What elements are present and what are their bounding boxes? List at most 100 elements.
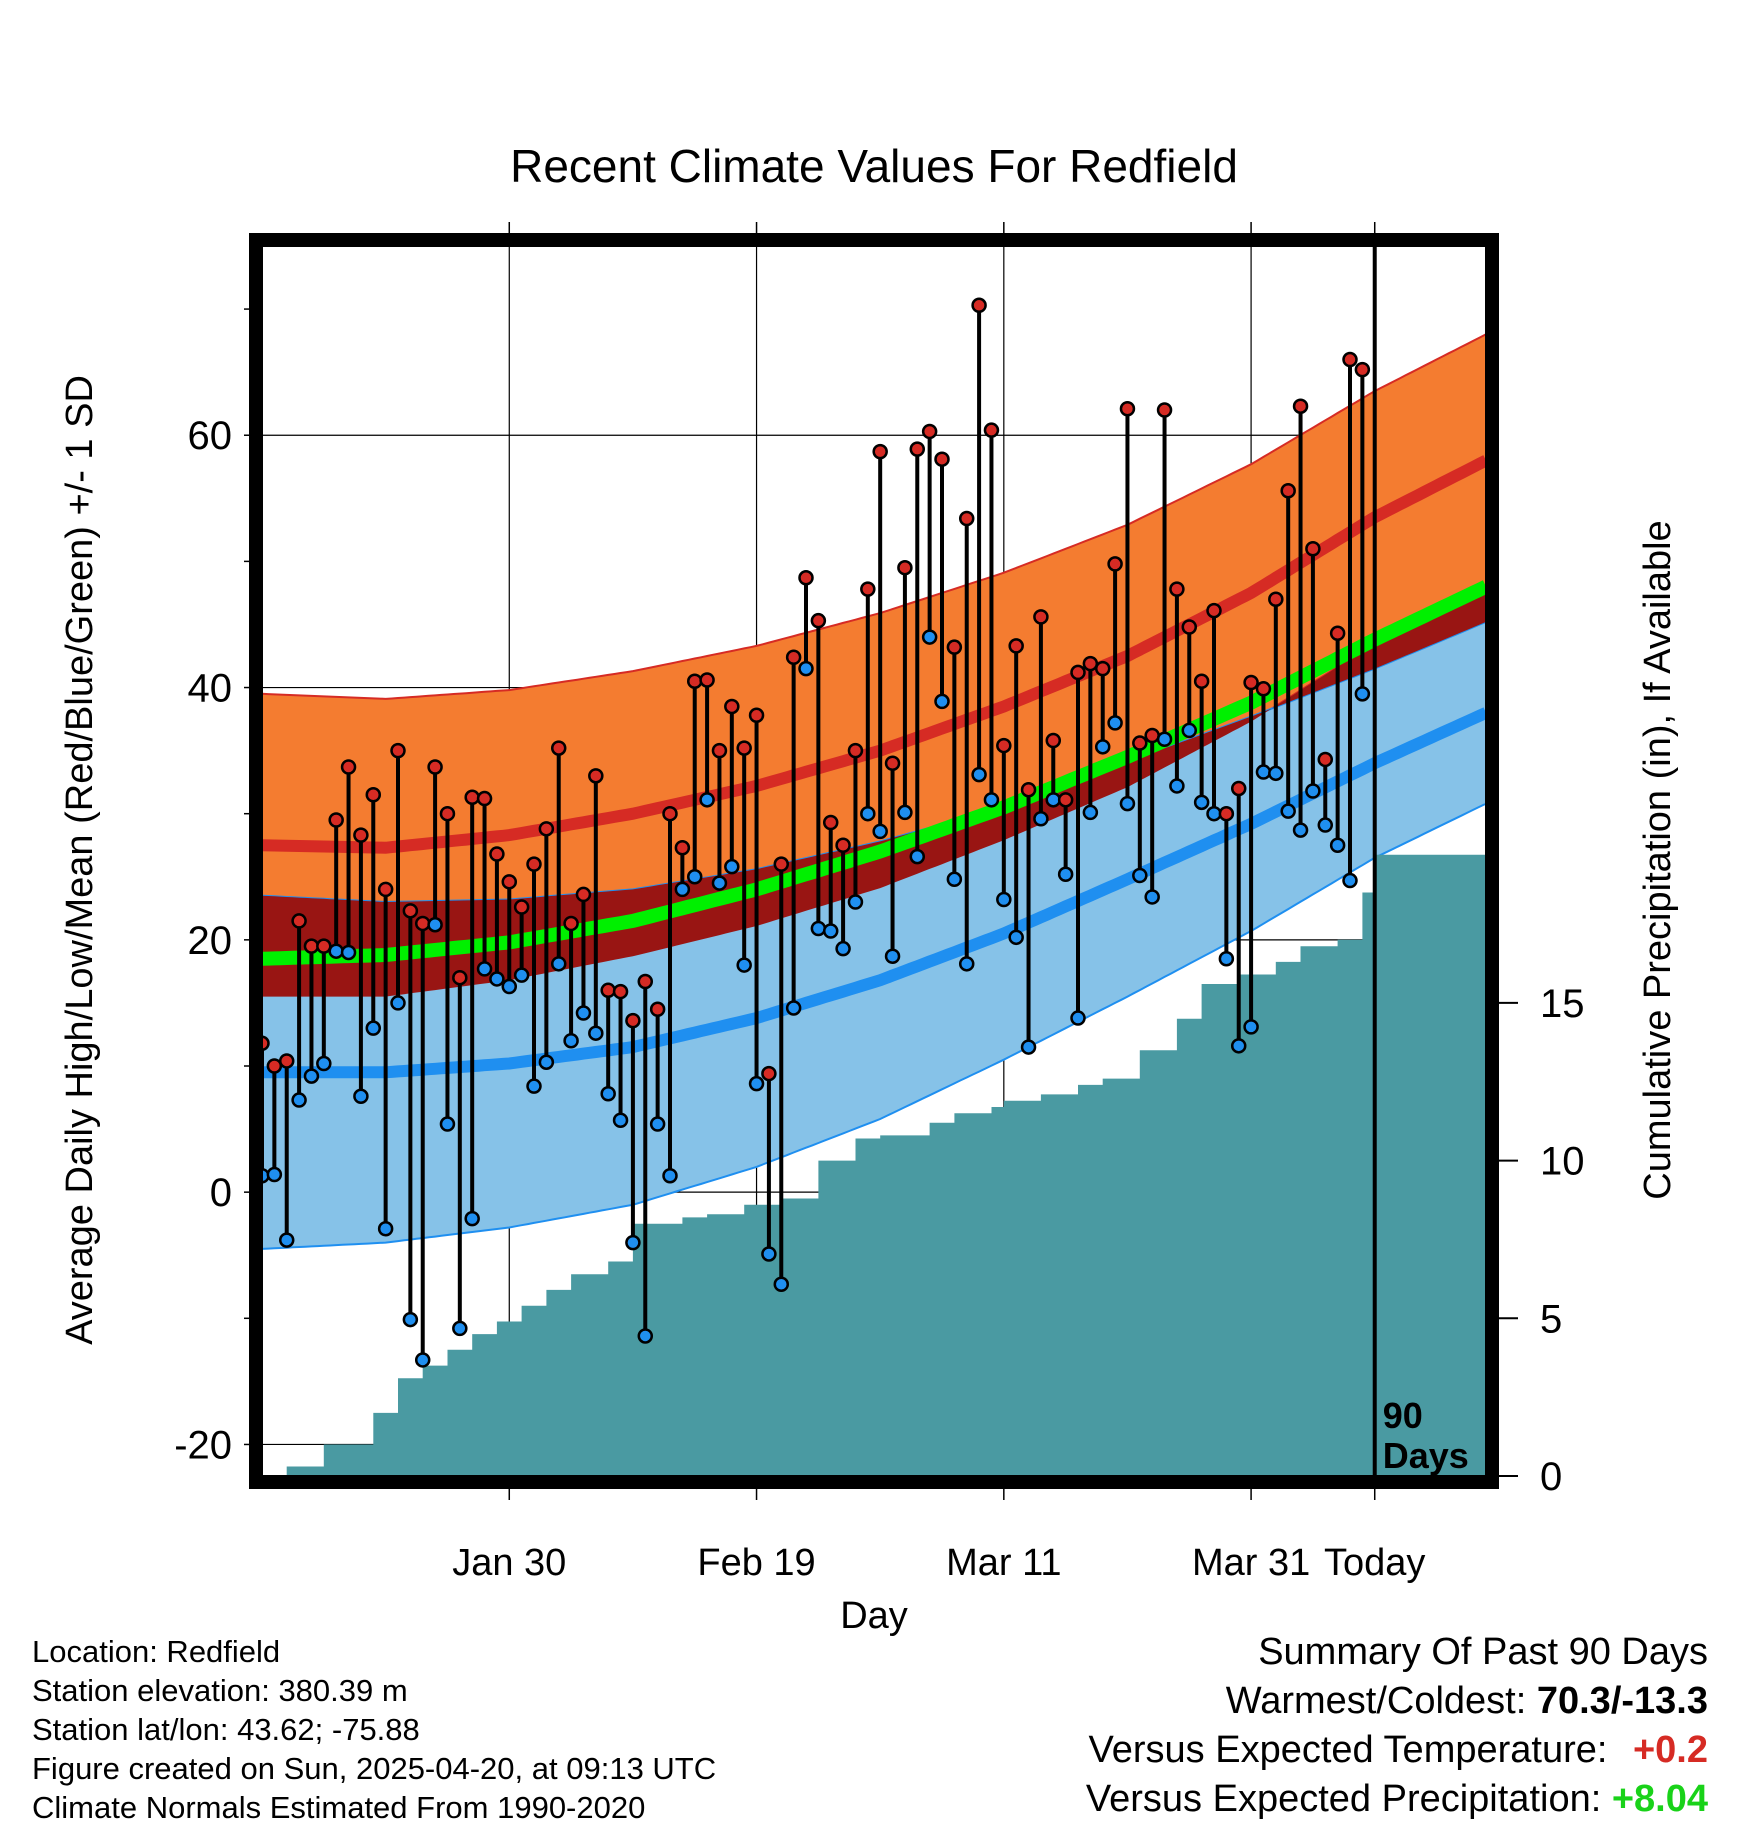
daily-high-point (835, 837, 851, 853)
daily-high-point (724, 698, 740, 715)
daily-high-point (761, 1065, 777, 1082)
daily-low-point (810, 920, 827, 937)
daily-low-point (513, 967, 530, 983)
temp-label: Versus Expected Temperature: (1088, 1729, 1608, 1771)
daily-high-point (402, 903, 419, 919)
y-axis-label: Average Daily High/Low/Mean (Red/Blue/Gr… (59, 375, 101, 1345)
daily-low-point (847, 894, 864, 910)
daily-low-point (897, 804, 913, 821)
daily-low-point (785, 1000, 802, 1016)
daily-low-point (1243, 1019, 1259, 1035)
daily-low-point (291, 1092, 307, 1108)
daily-low-point (860, 805, 876, 822)
daily-high-point (575, 886, 592, 903)
daily-high-point (538, 821, 555, 837)
daily-high-point (600, 982, 616, 999)
daily-high-point (489, 846, 505, 862)
daily-high-point (1181, 619, 1198, 635)
daily-high-point (1156, 402, 1173, 418)
daily-low-point (550, 956, 567, 972)
daily-high-point (526, 856, 542, 872)
daily-low-point (996, 891, 1012, 908)
daily-high-point (377, 881, 394, 898)
daily-low-point (1119, 795, 1136, 812)
daily-high-point (1342, 351, 1358, 368)
x-axis-label: Day (840, 1595, 908, 1637)
daily-high-point (1243, 674, 1259, 691)
daily-low-point (1094, 739, 1111, 755)
daily-high-point (1045, 732, 1062, 749)
daily-high-point (897, 559, 913, 576)
daily-high-point (1292, 398, 1309, 414)
daily-low-point (1033, 810, 1049, 827)
daily-high-point (452, 969, 468, 986)
daily-high-point (1107, 556, 1123, 572)
daily-low-point (402, 1311, 419, 1328)
daily-low-point (1169, 778, 1185, 794)
daily-low-point (328, 943, 344, 959)
daily-high-point (872, 443, 888, 460)
y2-tick-label: 15 (1540, 982, 1585, 1026)
normal-high-line (262, 455, 1486, 854)
daily-high-point (1280, 482, 1296, 499)
x-tick-label: Jan 30 (452, 1542, 566, 1584)
daily-low-point (1230, 1038, 1247, 1054)
daily-low-point (414, 1352, 431, 1368)
daily-low-point (1132, 867, 1148, 884)
daily-low-point (353, 1088, 369, 1105)
latlon-text: Station lat/lon: 43.62; -75.88 (32, 1712, 420, 1747)
daily-low-point (427, 916, 443, 933)
x-tick-label: Feb 19 (697, 1542, 815, 1584)
daily-low-point (1107, 715, 1123, 731)
daily-low-point (1082, 804, 1099, 821)
daily-high-point (1119, 400, 1136, 417)
y2-axis-label: Cumulative Precipitation (in), If Availa… (1637, 520, 1679, 1199)
summary-panel: Summary Of Past 90 Days Warmest/Coldest:… (1086, 1628, 1708, 1824)
daily-high-point (439, 805, 456, 822)
y2-tick-label: 0 (1540, 1455, 1562, 1499)
daily-low-point (761, 1246, 777, 1262)
precip-area (262, 854, 1486, 1476)
daily-low-point (674, 881, 691, 898)
daily-high-point (1008, 638, 1024, 654)
daily-low-point (390, 995, 406, 1011)
daily-high-point (476, 790, 493, 807)
daily-low-point (464, 1210, 480, 1227)
daily-high-point (1230, 780, 1247, 797)
daily-low-point (724, 858, 740, 875)
x-tick-label: Mar 11 (946, 1542, 1061, 1584)
daily-low-point (452, 1320, 468, 1337)
created-text: Figure created on Sun, 2025-04-20, at 09… (32, 1751, 717, 1786)
daily-low-point (1329, 837, 1346, 853)
daily-low-point (736, 957, 752, 973)
daily-low-point (563, 1033, 579, 1049)
daily-low-point (711, 875, 728, 891)
daily-high-point (291, 913, 307, 929)
daily-high-point (316, 938, 332, 954)
elevation-text: Station elevation: 380.39 m (32, 1673, 408, 1708)
daily-low-point (662, 1168, 678, 1184)
daily-high-point (748, 707, 765, 724)
daily-low-point (1268, 765, 1284, 782)
daily-low-point (476, 961, 493, 977)
normals-text: Climate Normals Estimated From 1990-2020 (32, 1790, 646, 1825)
daily-high-point (736, 740, 752, 756)
daily-high-point (662, 805, 678, 822)
daily-high-point (958, 510, 975, 527)
daily-high-point (1255, 681, 1272, 697)
daily-low-point (1193, 794, 1210, 811)
daily-high-point (266, 1058, 283, 1074)
daily-low-point (699, 792, 715, 808)
daily-low-point (946, 871, 963, 888)
daily-low-point (1206, 805, 1222, 822)
daily-high-point (550, 740, 567, 756)
daily-high-point (1020, 781, 1037, 798)
daily-low-point (526, 1078, 542, 1094)
daily-low-point (575, 1005, 592, 1021)
daily-high-point (1218, 805, 1235, 822)
daily-low-point (909, 848, 926, 865)
daily-low-point (1181, 722, 1198, 739)
daily-low-point (1057, 866, 1074, 882)
